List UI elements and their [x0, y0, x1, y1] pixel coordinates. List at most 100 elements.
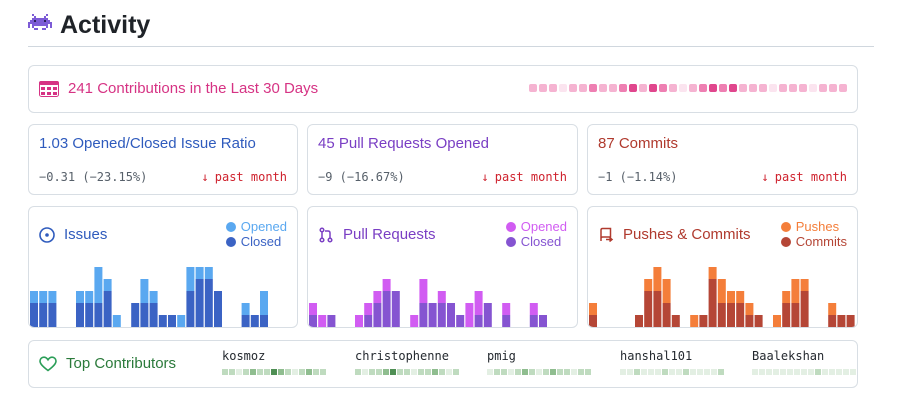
- contributor-activity: [752, 369, 856, 375]
- header-divider: [28, 46, 874, 47]
- stat-delta: −1 (−1.14%): [598, 170, 678, 184]
- activity-cell: [683, 369, 689, 375]
- activity-cell: [759, 369, 765, 375]
- bar-opened: [112, 315, 121, 327]
- arrow-down-icon: ↓: [481, 170, 489, 184]
- legend-item-pushes[interactable]: Pushes: [780, 219, 847, 234]
- bar-opened: [529, 303, 538, 315]
- chart-card-prs: Pull Requests Opened Closed: [307, 206, 578, 328]
- activity-cell: [508, 369, 514, 375]
- bar-closed: [250, 315, 259, 327]
- bar-commits: [635, 315, 643, 327]
- legend-item-opened[interactable]: Opened: [225, 219, 287, 234]
- bar-pushes: [690, 315, 699, 327]
- bar-closed: [30, 303, 38, 327]
- activity-cell: [808, 369, 814, 375]
- activity-cell: [815, 369, 821, 375]
- heatmap-day: [549, 84, 557, 92]
- activity-cell: [585, 369, 591, 375]
- bar-opened: [76, 291, 84, 303]
- heatmap-day: [699, 84, 707, 92]
- activity-cell: [787, 369, 793, 375]
- bar-closed: [195, 279, 204, 327]
- activity-cell: [773, 369, 779, 375]
- activity-cell: [843, 369, 849, 375]
- contributor-name: kosmoz: [222, 349, 266, 363]
- activity-cell: [369, 369, 375, 375]
- bar-commits: [708, 279, 717, 327]
- legend-item-closed[interactable]: Closed: [225, 234, 287, 249]
- contributor-kosmoz[interactable]: kosmoz: [222, 349, 326, 375]
- activity-cell: [355, 369, 361, 375]
- bar-opened: [437, 291, 446, 303]
- contributor-activity: [355, 369, 459, 375]
- activity-cell: [222, 369, 228, 375]
- contributor-name: hanshal101: [620, 349, 693, 363]
- heatmap-day: [679, 84, 687, 92]
- contributor-christophenne[interactable]: christophenne: [355, 349, 459, 375]
- arrow-down-icon: ↓: [761, 170, 769, 184]
- bar-pushes: [727, 291, 735, 303]
- stat-title: 87 Commits: [598, 135, 679, 152]
- bar-pushes: [791, 279, 800, 303]
- bar-closed: [204, 279, 213, 327]
- bar-closed: [186, 291, 195, 327]
- bar-opened: [318, 315, 327, 327]
- bar-pushes: [745, 303, 754, 315]
- bar-pushes: [589, 303, 597, 315]
- legend-item-commits[interactable]: Commits: [780, 234, 847, 249]
- bar-closed: [474, 315, 483, 327]
- heart-icon: [39, 355, 57, 372]
- page-header: Activity: [28, 8, 150, 42]
- activity-cell: [383, 369, 389, 375]
- bar-opened: [149, 291, 158, 303]
- heatmap-day: [829, 84, 837, 92]
- activity-cell: [543, 369, 549, 375]
- bar-closed: [364, 315, 373, 327]
- chart-title: Pushes & Commits: [623, 226, 751, 243]
- bar-opened: [364, 303, 373, 315]
- stat-title: 1.03 Opened/Closed Issue Ratio: [39, 135, 256, 152]
- activity-cell: [390, 369, 396, 375]
- stat-title: 45 Pull Requests Opened: [318, 135, 489, 152]
- contributor-baalekshan[interactable]: Baalekshan: [752, 349, 856, 375]
- legend-item-opened[interactable]: Opened: [505, 219, 567, 234]
- stat-card-prs: 45 Pull Requests Opened −9 (−16.67%) ↓ pa…: [307, 124, 578, 195]
- activity-cell: [285, 369, 291, 375]
- heatmap-day: [809, 84, 817, 92]
- bar-closed: [260, 315, 268, 327]
- legend-item-closed[interactable]: Closed: [505, 234, 567, 249]
- bar-closed: [419, 303, 428, 327]
- bar-closed: [428, 303, 437, 327]
- contributor-hanshal101[interactable]: hanshal101: [620, 349, 724, 375]
- bar-opened: [260, 291, 268, 315]
- contributor-name: pmig: [487, 349, 516, 363]
- activity-cell: [620, 369, 626, 375]
- bar-commits: [782, 303, 791, 327]
- heatmap-day: [779, 84, 787, 92]
- chart-card-commits: Pushes & Commits Pushes Commits: [587, 206, 858, 328]
- heatmap-day: [659, 84, 667, 92]
- stat-card-issues: 1.03 Opened/Closed Issue Ratio −0.31 (−2…: [28, 124, 298, 195]
- bar-closed: [39, 303, 48, 327]
- bar-commits: [727, 303, 735, 327]
- heatmap-day: [669, 84, 677, 92]
- push-commit-icon: [600, 227, 614, 242]
- heatmap-day: [609, 84, 617, 92]
- bar-closed: [456, 315, 465, 327]
- bar-commits: [671, 315, 680, 327]
- bar-closed: [529, 315, 538, 327]
- heatmap-day: [539, 84, 547, 92]
- chart-legend: Opened Closed: [505, 219, 567, 249]
- activity-cell: [669, 369, 675, 375]
- activity-cell: [697, 369, 703, 375]
- issues-bar-chart: [30, 267, 268, 327]
- bar-opened: [85, 291, 94, 303]
- bar-pushes: [800, 279, 809, 291]
- bar-opened: [177, 315, 186, 327]
- heatmap-day: [729, 84, 737, 92]
- bar-closed: [149, 303, 158, 327]
- contributor-pmig[interactable]: pmig: [487, 349, 591, 375]
- contributions-card: 241 Contributions in the Last 30 Days: [28, 65, 858, 113]
- heatmap-day: [789, 84, 797, 92]
